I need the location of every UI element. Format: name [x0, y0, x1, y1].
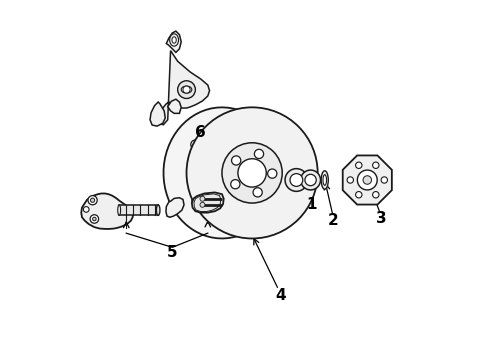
Polygon shape [192, 192, 224, 213]
Polygon shape [166, 198, 184, 217]
Polygon shape [158, 51, 210, 125]
Circle shape [372, 162, 379, 168]
Circle shape [357, 170, 377, 190]
Circle shape [187, 107, 318, 238]
Circle shape [200, 202, 205, 207]
Circle shape [91, 198, 95, 202]
Circle shape [183, 86, 190, 93]
Polygon shape [164, 107, 277, 238]
Circle shape [363, 176, 371, 184]
Text: 2: 2 [328, 212, 339, 228]
Circle shape [232, 156, 241, 165]
Circle shape [192, 198, 199, 205]
Text: 5: 5 [167, 245, 178, 260]
Circle shape [347, 177, 353, 183]
Circle shape [90, 215, 98, 223]
Polygon shape [150, 102, 165, 126]
Circle shape [88, 195, 97, 205]
Ellipse shape [323, 175, 326, 185]
Circle shape [200, 196, 205, 201]
Circle shape [83, 207, 89, 212]
Circle shape [253, 188, 262, 197]
Circle shape [93, 217, 96, 221]
Circle shape [285, 168, 308, 192]
Circle shape [194, 200, 197, 203]
Circle shape [356, 192, 362, 198]
Circle shape [194, 143, 197, 146]
Text: 1: 1 [306, 197, 317, 212]
Circle shape [301, 170, 320, 190]
Text: 4: 4 [275, 288, 286, 303]
Circle shape [290, 174, 303, 186]
Circle shape [222, 143, 282, 203]
Circle shape [381, 177, 388, 183]
Circle shape [372, 192, 379, 198]
Circle shape [305, 174, 316, 186]
Ellipse shape [172, 37, 176, 43]
Polygon shape [343, 156, 392, 204]
Circle shape [268, 169, 277, 178]
Polygon shape [81, 193, 133, 229]
Circle shape [254, 149, 264, 158]
Polygon shape [119, 205, 158, 215]
Circle shape [231, 180, 240, 189]
Ellipse shape [321, 171, 328, 189]
Circle shape [238, 159, 266, 187]
Ellipse shape [170, 34, 178, 46]
Ellipse shape [156, 205, 160, 215]
Polygon shape [166, 31, 181, 53]
Circle shape [356, 162, 362, 168]
Polygon shape [194, 194, 221, 212]
Text: 6: 6 [196, 125, 206, 140]
Circle shape [191, 140, 200, 149]
Polygon shape [168, 99, 181, 113]
Ellipse shape [118, 205, 121, 215]
Text: 3: 3 [376, 211, 387, 226]
Circle shape [178, 81, 196, 99]
